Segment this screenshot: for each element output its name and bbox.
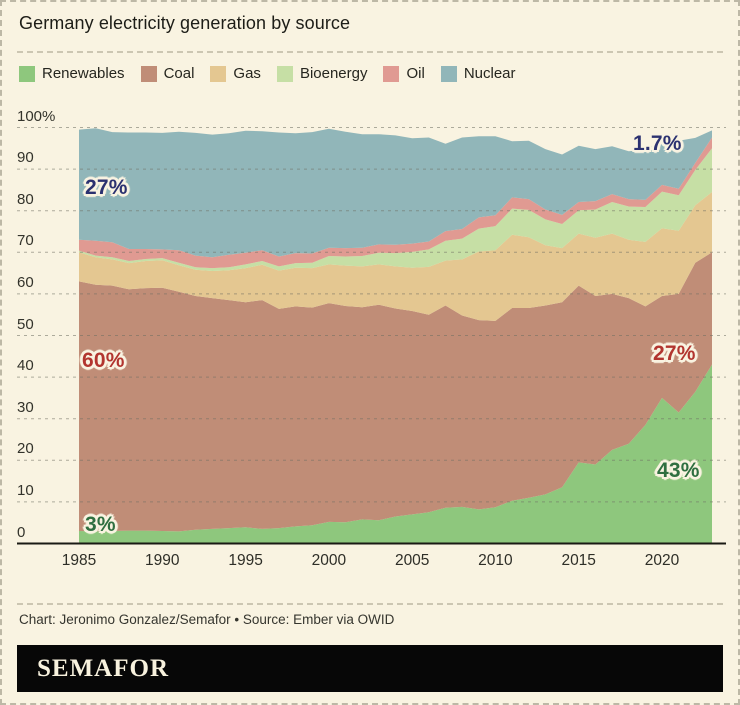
x-axis-label-1990: 1990 <box>145 552 180 569</box>
annotation-coal-2023: 27% <box>653 342 696 365</box>
legend-item-coal: Coal <box>140 65 195 82</box>
legend-label-nuclear: Nuclear <box>463 65 516 82</box>
annotation-renewables-2023: 43% <box>657 459 700 482</box>
semafor-logo-bar: SEMAFOR <box>17 645 723 692</box>
x-axis-label-2020: 2020 <box>644 552 680 569</box>
annotation-nuclear-1985: 27% <box>85 176 128 199</box>
area-renewables <box>79 364 712 544</box>
y-axis-label-20: 20 <box>17 440 34 458</box>
annotation-renewables-1985: 3% <box>85 513 116 536</box>
chart-legend: Renewables Coal Gas Bioenergy Oil Nuclea… <box>19 65 516 82</box>
y-axis-label-10: 10 <box>17 481 34 499</box>
legend-item-bioenergy: Bioenergy <box>276 65 368 82</box>
legend-label-bioenergy: Bioenergy <box>299 65 368 82</box>
y-axis-label-80: 80 <box>17 190 34 208</box>
legend-item-nuclear: Nuclear <box>440 65 516 82</box>
legend-swatch-nuclear <box>440 65 457 82</box>
legend-item-renewables: Renewables <box>19 65 125 82</box>
legend-swatch-oil <box>383 65 400 82</box>
legend-swatch-renewables <box>19 65 35 82</box>
y-axis-label-60: 60 <box>17 273 34 291</box>
legend-swatch-bioenergy <box>276 65 293 82</box>
y-axis-label-70: 70 <box>17 232 34 250</box>
legend-swatch-coal <box>140 65 157 82</box>
y-axis-label-50: 50 <box>17 315 34 333</box>
header-divider <box>17 51 723 53</box>
legend-label-renewables: Renewables <box>42 65 125 82</box>
legend-label-gas: Gas <box>233 65 261 82</box>
x-axis-label-1985: 1985 <box>61 552 97 569</box>
x-axis-label-2010: 2010 <box>478 552 513 569</box>
x-axis-label-2015: 2015 <box>561 552 596 569</box>
annotation-coal-1985: 60% <box>82 349 125 372</box>
y-axis-label-30: 30 <box>17 398 34 416</box>
semafor-wordmark: SEMAFOR <box>37 654 169 682</box>
x-axis-label-2005: 2005 <box>394 552 430 569</box>
y-axis-label-90: 90 <box>17 149 34 167</box>
y-axis-label-40: 40 <box>17 357 34 375</box>
footer-divider <box>17 603 723 605</box>
area-bioenergy <box>79 148 712 271</box>
y-axis-label-100: 100% <box>17 107 56 125</box>
x-axis-label-2000: 2000 <box>311 552 347 569</box>
annotation-nuclear-2023: 1.7% <box>633 132 682 155</box>
legend-swatch-gas <box>210 65 227 82</box>
legend-label-oil: Oil <box>406 65 425 82</box>
y-axis-label-0: 0 <box>17 523 26 541</box>
area-oil <box>79 137 712 269</box>
legend-item-gas: Gas <box>210 65 261 82</box>
area-nuclear <box>79 128 712 258</box>
legend-item-oil: Oil <box>383 65 425 82</box>
chart-title: Germany electricity generation by source <box>19 13 351 33</box>
area-gas <box>79 192 712 321</box>
x-axis-label-1995: 1995 <box>228 552 263 569</box>
credit-line: Chart: Jeronimo Gonzalez/Semafor • Sourc… <box>19 612 395 627</box>
area-coal <box>79 252 712 532</box>
legend-label-coal: Coal <box>163 65 195 82</box>
